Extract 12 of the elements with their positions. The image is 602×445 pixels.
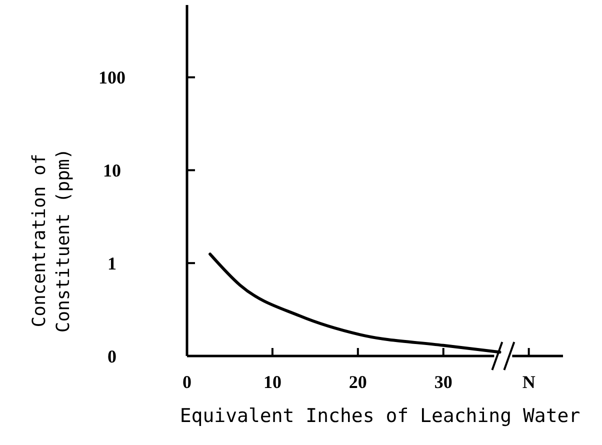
x-tick-label: 10	[263, 372, 282, 392]
x-tick-label: 0	[182, 372, 192, 392]
x-tick-label: N	[522, 372, 536, 392]
x-tick-label: 30	[434, 372, 452, 392]
x-axis-title: Equivalent Inches of Leaching Water	[180, 405, 580, 427]
y-tick-label: 100	[98, 68, 126, 88]
y-tick-label: 0	[108, 346, 116, 366]
y-tick-label: 1	[108, 253, 116, 274]
y-tick-label: 10	[103, 160, 121, 180]
x-tick-label: 20	[348, 372, 367, 392]
line-series	[208, 252, 502, 354]
y-axis-title: Concentration of Constituent (ppm)	[29, 148, 74, 333]
